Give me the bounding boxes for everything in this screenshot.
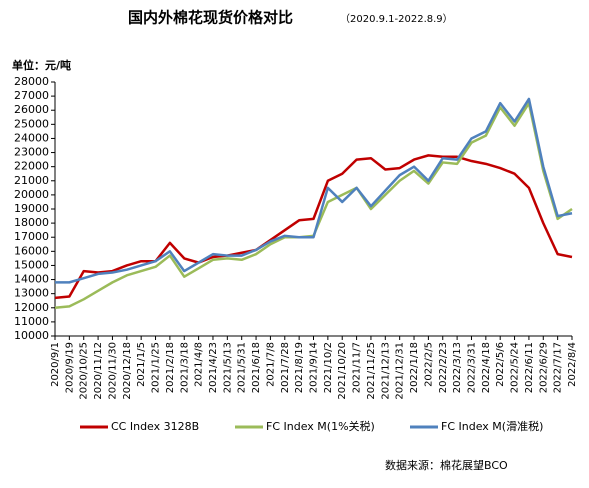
y-tick-label: 14000 [14,273,49,286]
x-tick-label: 2021/10/20 [337,342,348,400]
series-line [55,97,573,284]
x-tick-label: 2022/2/23 [438,342,449,393]
legend-label: FC Index M(滑准税) [441,419,543,433]
x-tick-label: 2021/4/8 [194,342,205,387]
y-tick-label: 25000 [14,117,49,130]
y-tick-label: 10000 [14,329,49,342]
legend-label: CC Index 3128B [111,420,199,433]
x-tick-label: 2021/3/18 [179,342,190,393]
x-tick-label: 2021/1/5 [136,342,147,387]
x-tick-label: 2021/12/31 [395,342,406,400]
y-tick-label: 23000 [14,146,49,159]
x-tick-label: 2021/9/14 [309,342,320,393]
x-tick-label: 2021/10/2 [323,342,334,393]
x-tick-label: 2021/11/7 [352,342,363,393]
x-tick-label: 2021/4/23 [208,342,219,393]
y-tick-label: 17000 [14,230,49,243]
y-tick-label: 20000 [14,188,49,201]
x-tick-label: 2022/5/6 [495,342,506,387]
x-tick-label: 2022/4/18 [481,342,492,393]
source: 数据来源：棉花展望BCO [385,458,508,472]
x-tick-label: 2022/6/11 [524,342,535,393]
x-tick-label: 2020/9/1 [50,342,61,387]
x-tick-label: 2021/12/13 [380,342,391,400]
chart-title: 国内外棉花现货价格对比 [128,9,293,27]
x-tick-label: 2022/6/29 [538,342,549,393]
y-tick-label: 22000 [14,160,49,173]
x-tick-label: 2021/2/18 [165,342,176,393]
legend-label: FC Index M(1%关税) [266,419,375,433]
x-tick-label: 2022/8/4 [567,342,578,387]
y-tick-label: 18000 [14,216,49,229]
x-tick-label: 2021/6/18 [251,342,262,393]
series-line [54,154,573,300]
y-tick-label: 16000 [14,244,49,257]
series-line [54,101,573,310]
x-tick-label: 2021/11/25 [366,342,377,400]
y-tick-label: 11000 [14,315,49,328]
y-tick-label: 28000 [14,75,49,88]
x-tick-label: 2021/1/25 [151,342,162,393]
x-tick-label: 2020/9/19 [64,342,75,393]
x-tick-label: 2022/1/18 [409,342,420,393]
y-tick-label: 12000 [14,301,49,314]
x-tick-label: 2021/7/28 [280,342,291,393]
x-tick-label: 2021/7/8 [265,342,276,387]
y-tick-label: 26000 [14,103,49,116]
x-tick-label: 2022/5/24 [510,342,521,393]
x-tick-label: 2022/3/13 [452,342,463,393]
y-axis-label: 单位：元/吨 [12,58,71,72]
x-tick-label: 2021/8/19 [294,342,305,393]
chart-subtitle: （2020.9.1-2022.8.9） [340,13,453,25]
y-tick-label: 24000 [14,131,49,144]
y-tick-label: 13000 [14,287,49,300]
x-tick-label: 2020/10/25 [79,342,90,400]
x-tick-label: 2020/11/30 [107,342,118,400]
y-tick-label: 27000 [14,89,49,102]
x-tick-label: 2022/2/5 [423,342,434,387]
y-tick-label: 15000 [14,258,49,271]
x-tick-label: 2020/11/12 [93,342,104,400]
x-tick-label: 2021/5/13 [222,342,233,393]
x-tick-label: 2021/5/31 [237,342,248,393]
x-tick-label: 2022/7/17 [553,342,564,393]
y-tick-label: 21000 [14,174,49,187]
x-tick-label: 2020/12/18 [122,342,133,400]
y-tick-label: 19000 [14,202,49,215]
x-tick-label: 2022/3/31 [466,342,477,393]
